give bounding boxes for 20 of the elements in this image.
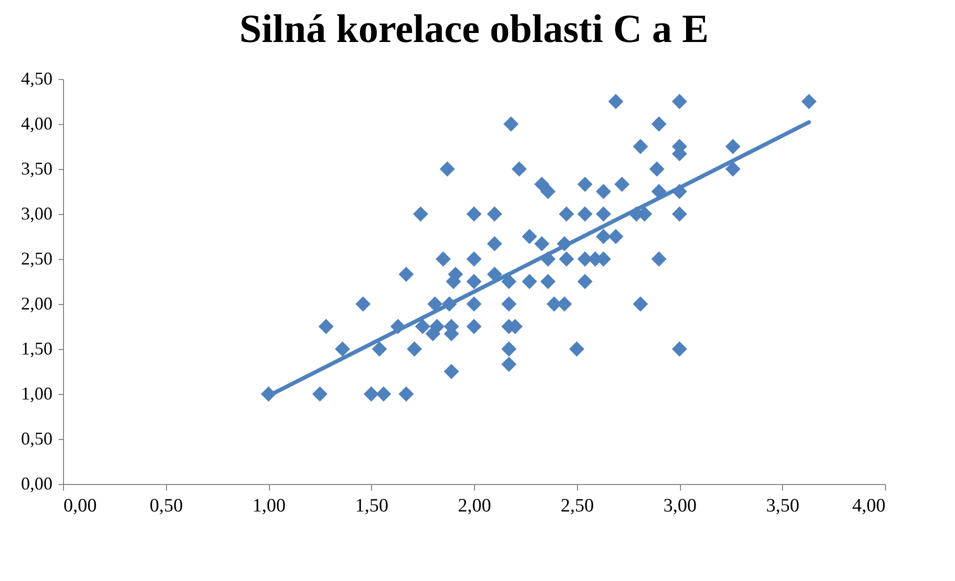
x-tick-label: 3,50: [766, 496, 800, 516]
y-tick-label: 2,50: [21, 248, 52, 268]
chart-title: Silná korelace oblasti C a E: [239, 6, 709, 51]
y-tick-label: 3,50: [21, 158, 52, 178]
x-tick-label: 3,00: [663, 496, 697, 516]
y-tick-label: 0,50: [21, 428, 52, 448]
y-tick-label: 4,50: [21, 68, 52, 88]
y-tick-label: 3,00: [21, 204, 52, 224]
x-tick-label: 4,00: [852, 496, 886, 516]
x-tick-label: 2,50: [560, 496, 594, 516]
y-tick-label: 1,50: [21, 338, 52, 358]
x-tick-label: 1,00: [252, 496, 286, 516]
y-tick-label: 4,00: [21, 114, 52, 134]
x-tick-label: 0,00: [64, 496, 97, 516]
y-tick-label: 1,00: [21, 384, 52, 404]
x-tick-label: 1,50: [355, 496, 388, 516]
y-tick-label: 2,00: [21, 294, 52, 314]
y-tick-label: 0,00: [21, 474, 52, 494]
x-tick-label: 0,50: [150, 496, 183, 516]
x-tick-label: 2,00: [458, 496, 492, 516]
